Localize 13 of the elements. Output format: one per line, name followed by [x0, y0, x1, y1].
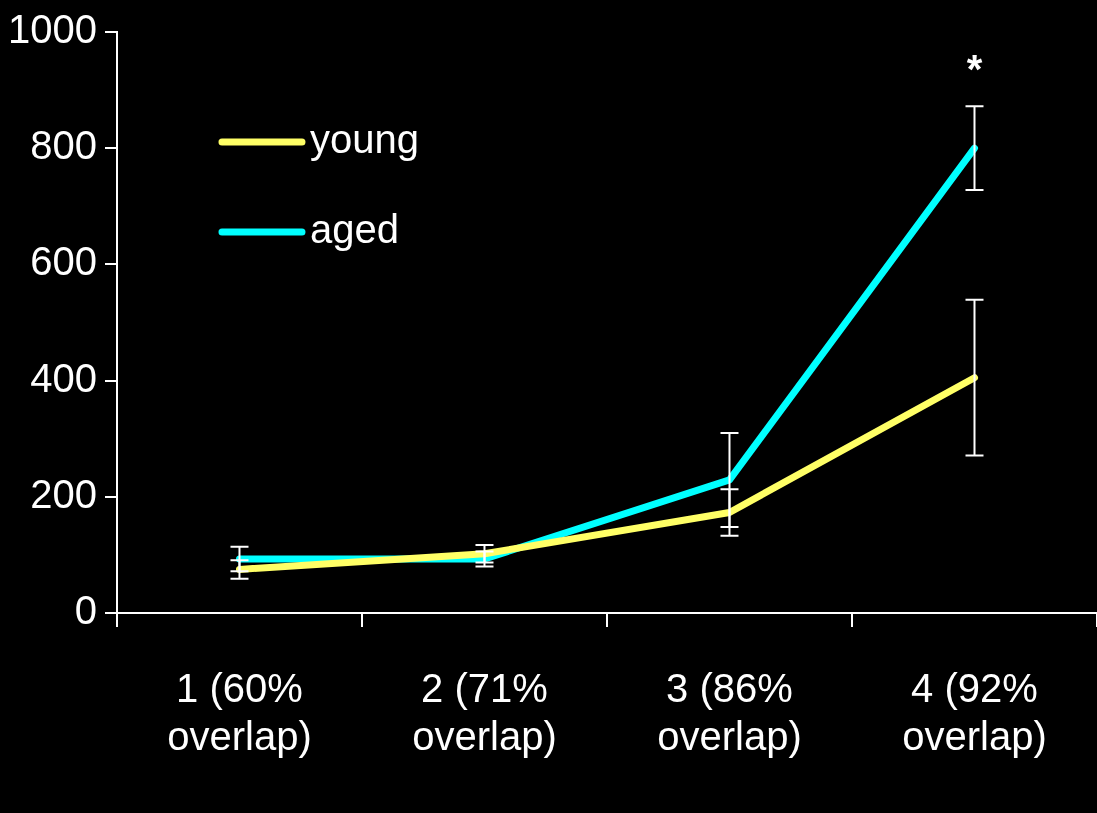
y-tick-label: 800: [30, 123, 97, 168]
x-tick-label: 2 (71% overlap): [412, 666, 557, 759]
y-tick-label: 200: [30, 471, 97, 516]
legend-label: young: [309, 117, 419, 162]
x-tick-label: 3 (86% overlap): [657, 666, 802, 759]
y-tick-label: 400: [30, 355, 97, 400]
y-tick-label: 0: [74, 588, 97, 633]
x-tick-label: 4 (92% overlap): [902, 666, 1047, 759]
legend-label: aged: [309, 207, 399, 252]
y-tick-label: 1000: [8, 7, 97, 52]
annotation: *: [966, 47, 983, 92]
x-tick-label: 1 (60% overlap): [167, 666, 312, 759]
y-tick-label: 600: [30, 239, 97, 284]
